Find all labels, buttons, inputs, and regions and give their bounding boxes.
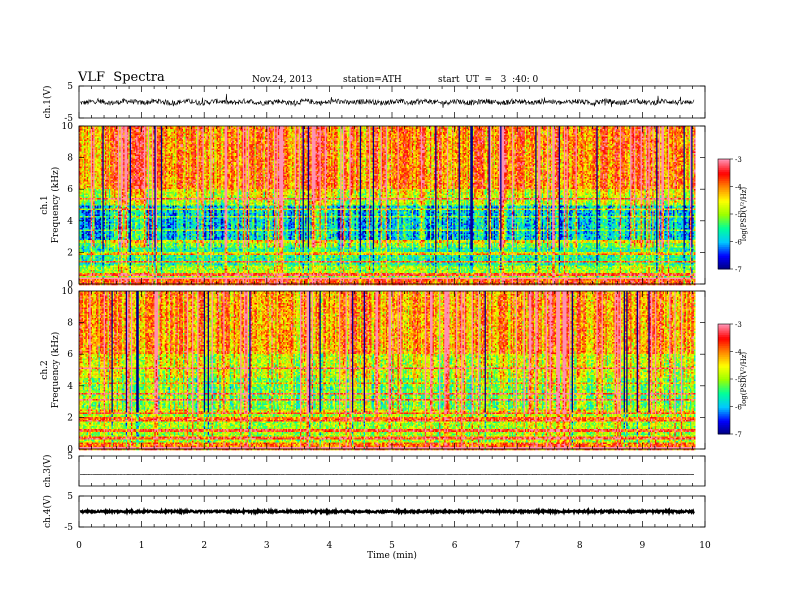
signal-line-ch1v (80, 94, 694, 108)
y-axis-label: ch.1(V) (42, 86, 53, 119)
y-tick-label: 5 (67, 82, 73, 92)
spectrogram-ch1 (79, 126, 696, 285)
